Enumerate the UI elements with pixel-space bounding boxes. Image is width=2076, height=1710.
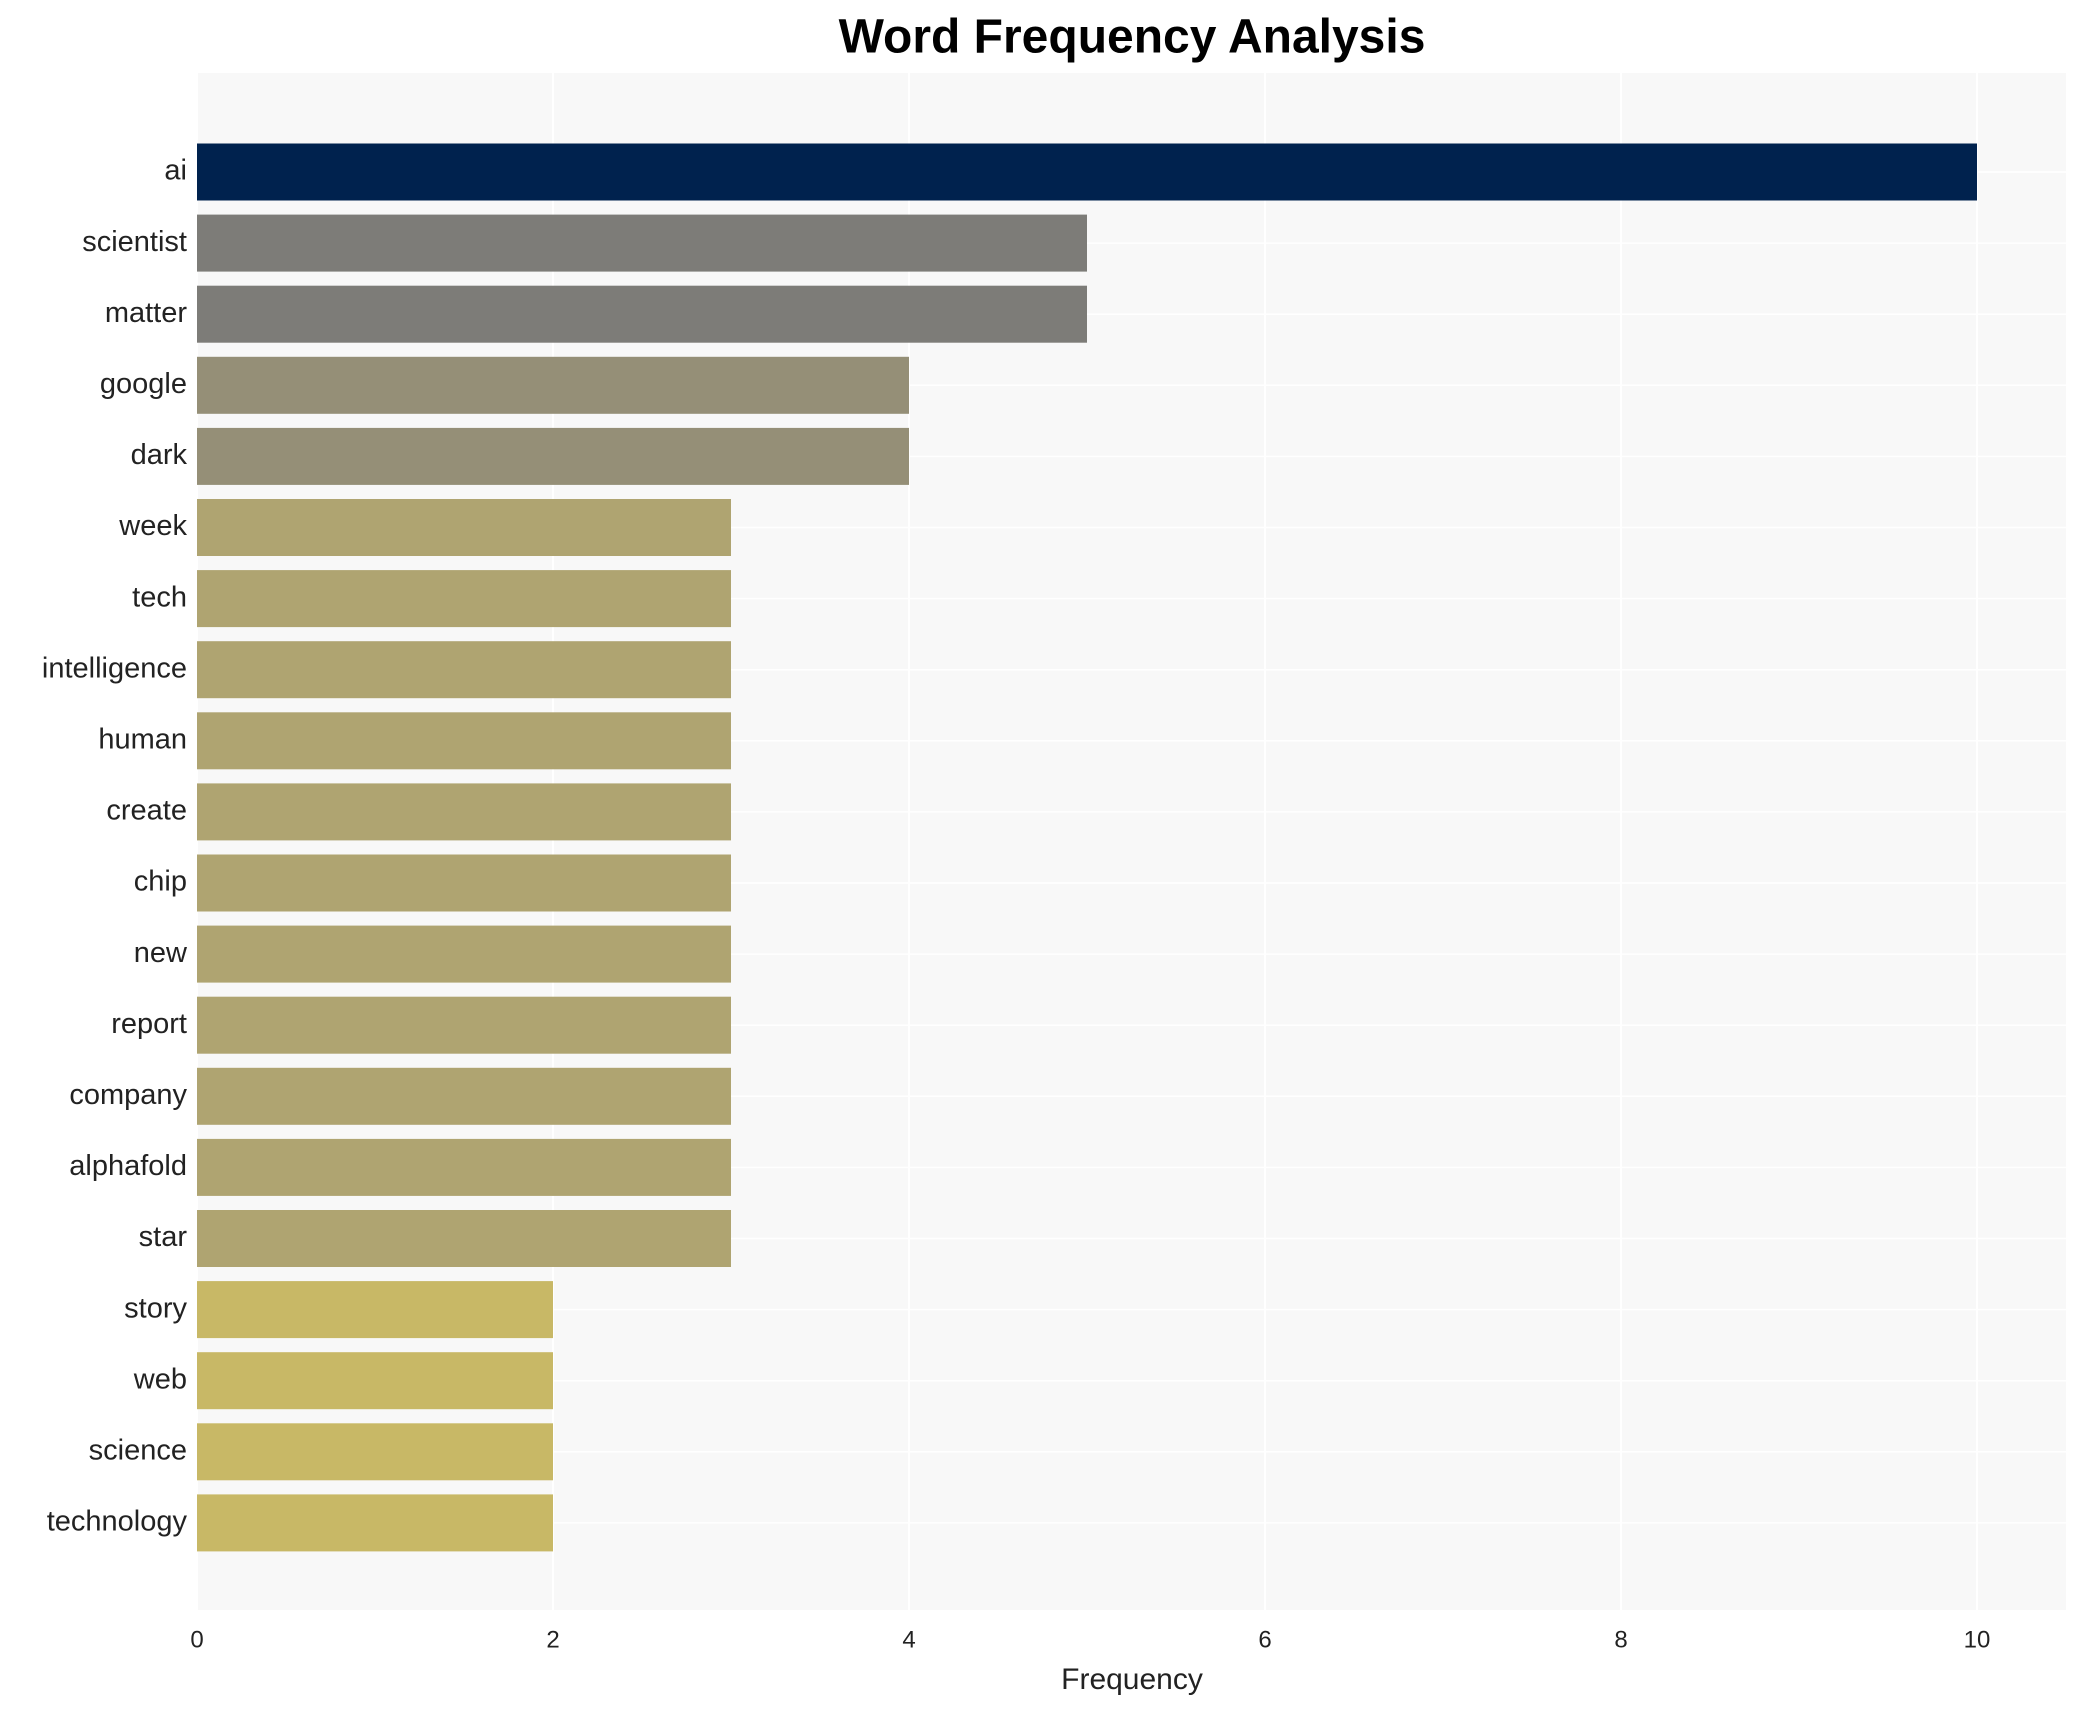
bar [197, 1210, 731, 1267]
bar [197, 1067, 731, 1125]
y-tick-label: company [69, 1079, 187, 1111]
y-tick-label: new [134, 937, 188, 969]
bar [197, 996, 731, 1054]
y-tick-label: story [124, 1292, 187, 1324]
bar [197, 1352, 553, 1410]
y-tick-label: science [89, 1434, 187, 1466]
bar [197, 499, 731, 556]
x-tick-label: 10 [1964, 1626, 1991, 1653]
x-axis-label: Frequency [1061, 1663, 1203, 1696]
bar [197, 854, 731, 912]
y-tick-label: web [133, 1363, 187, 1395]
y-tick-label: human [98, 723, 187, 755]
bar [197, 214, 1087, 272]
bar [197, 356, 909, 414]
y-tick-label: week [118, 510, 187, 542]
bar [197, 570, 731, 628]
bar [197, 427, 909, 485]
x-tick-label: 6 [1258, 1626, 1271, 1653]
y-tick-label: ai [164, 155, 187, 187]
x-tick-label: 8 [1614, 1626, 1627, 1653]
y-tick-label: chip [134, 866, 187, 898]
bar [197, 1423, 553, 1481]
x-tick-label: 2 [546, 1626, 559, 1653]
bar [197, 783, 731, 841]
x-tick-label: 4 [902, 1626, 915, 1653]
y-tick-label: matter [105, 297, 188, 329]
y-tick-label: tech [132, 581, 187, 613]
bar [197, 925, 731, 983]
chart-title: Word Frequency Analysis [839, 11, 1426, 64]
y-tick-label: google [100, 368, 187, 400]
y-tick-label: star [139, 1221, 188, 1253]
y-tick-label: alphafold [69, 1150, 187, 1182]
x-tick-label: 0 [190, 1626, 203, 1653]
y-tick-label: scientist [82, 226, 187, 258]
bar [197, 1494, 553, 1552]
bar [197, 143, 1977, 201]
bar [197, 285, 1087, 343]
bar [197, 1138, 731, 1196]
y-tick-label: report [111, 1008, 187, 1040]
bar [197, 1281, 553, 1339]
y-tick-label: technology [47, 1506, 188, 1538]
y-tick-label: intelligence [42, 652, 187, 684]
y-tick-label: create [106, 795, 187, 827]
bar [197, 712, 731, 770]
bar [197, 641, 731, 699]
y-tick-label: dark [131, 439, 188, 471]
